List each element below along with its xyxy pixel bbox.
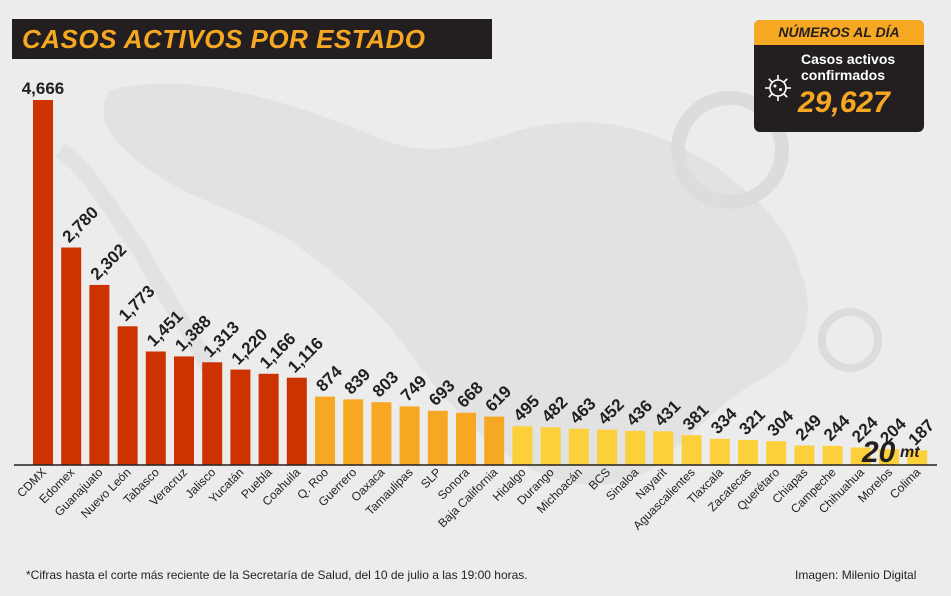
image-credit: Imagen: Milenio Digital — [795, 568, 917, 582]
title-bar: CASOS ACTIVOS POR ESTADO — [12, 19, 492, 59]
value-label-21: 436 — [623, 396, 656, 429]
bar-12 — [371, 402, 392, 465]
bar-1 — [61, 247, 82, 465]
value-label-2: 2,302 — [87, 240, 131, 284]
chart-title: CASOS ACTIVOS POR ESTADO — [22, 24, 426, 54]
bar-21 — [625, 430, 646, 465]
bar-0 — [33, 100, 53, 465]
value-label-20: 452 — [594, 395, 627, 428]
logo-brand: mt — [900, 444, 920, 461]
value-label-13: 749 — [397, 372, 430, 405]
value-label-0: 4,666 — [22, 79, 65, 98]
bar-10 — [315, 396, 335, 465]
bar-18 — [540, 427, 561, 465]
bar-16 — [484, 416, 505, 465]
value-label-22: 431 — [651, 397, 684, 430]
brand-logo: 20 mt — [862, 436, 932, 474]
value-label-15: 668 — [453, 378, 486, 411]
logo-number: 20 — [862, 436, 896, 469]
bar-4 — [145, 351, 166, 465]
bar-23 — [681, 435, 702, 465]
bar-7 — [230, 369, 251, 465]
category-label-21: Sinaloa — [603, 465, 641, 503]
virus-icon — [765, 75, 791, 101]
bar-17 — [512, 426, 533, 465]
footnote: *Cifras hasta el corte más reciente de l… — [26, 568, 528, 582]
bar-13 — [399, 406, 420, 465]
bar-26 — [766, 441, 787, 465]
value-label-19: 463 — [566, 394, 599, 427]
value-label-18: 482 — [538, 393, 571, 426]
bar-3 — [117, 326, 138, 465]
bar-22 — [653, 431, 674, 465]
bar-14 — [427, 410, 448, 465]
value-label-10: 874 — [312, 362, 346, 396]
bar-28 — [822, 445, 843, 465]
bar-20 — [597, 429, 617, 465]
value-label-24: 334 — [707, 404, 741, 438]
bar-24 — [709, 438, 730, 465]
bar-2 — [89, 284, 110, 465]
bar-15 — [456, 412, 476, 465]
summary-value: 29,627 — [798, 86, 890, 119]
bar-31 — [907, 450, 928, 465]
value-label-3: 1,773 — [115, 282, 159, 326]
value-label-11: 839 — [341, 365, 374, 398]
bar-8 — [258, 373, 279, 465]
bar-9 — [286, 377, 307, 465]
value-label-27: 249 — [792, 411, 825, 444]
bar-5 — [174, 356, 194, 465]
bar-27 — [794, 445, 815, 465]
bars-layer — [33, 100, 928, 465]
summary-header: NÚMEROS AL DÍA — [754, 20, 924, 45]
summary-label: Casos activos confirmados — [801, 51, 896, 83]
summary-box: NÚMEROS AL DÍA Casos activos confirmados… — [754, 20, 924, 132]
bar-6 — [202, 362, 223, 465]
value-label-14: 693 — [425, 376, 458, 409]
value-label-12: 803 — [369, 368, 402, 401]
value-label-28: 244 — [820, 411, 854, 445]
bar-30 — [879, 449, 899, 465]
value-label-17: 495 — [510, 392, 543, 425]
value-label-25: 321 — [735, 405, 768, 438]
bar-25 — [738, 439, 758, 465]
value-label-1: 2,780 — [59, 203, 103, 247]
value-label-23: 381 — [679, 401, 712, 434]
bar-11 — [343, 399, 364, 465]
value-label-26: 304 — [764, 406, 798, 440]
bar-29 — [850, 447, 871, 465]
bar-19 — [568, 428, 589, 465]
